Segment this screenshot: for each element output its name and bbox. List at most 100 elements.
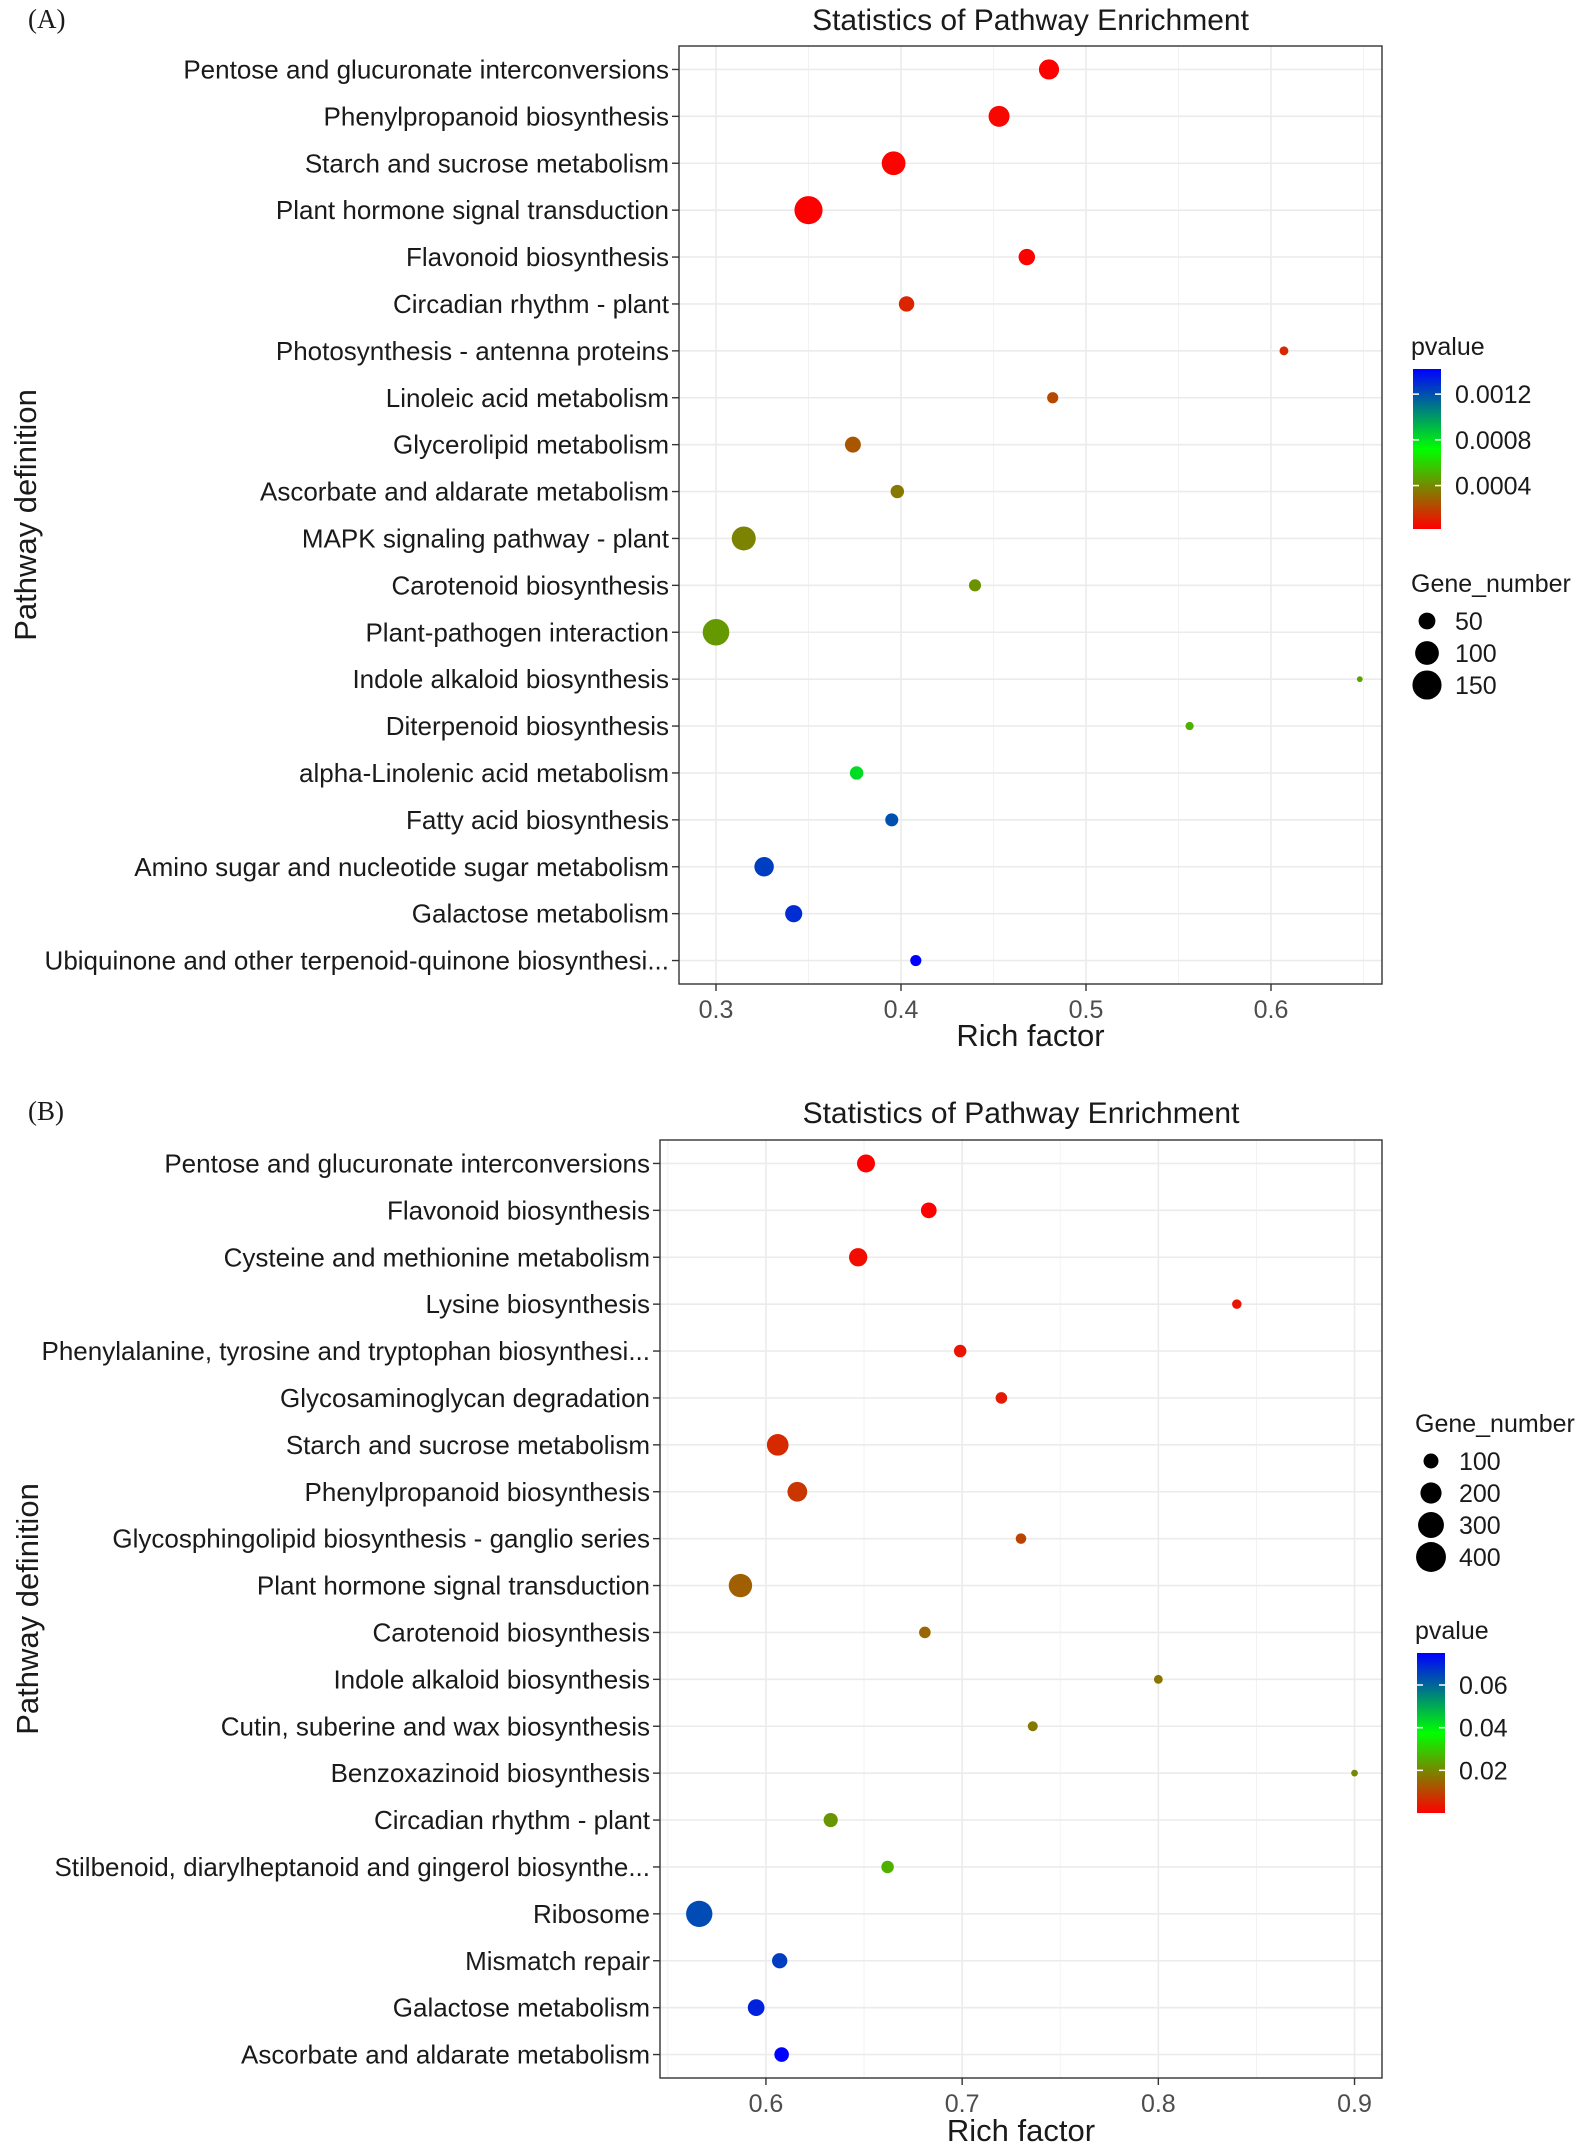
data-point	[1027, 1721, 1038, 1732]
data-point	[890, 484, 905, 499]
chart-panel-a: (A) Statistics of Pathway Enrichment Pento…	[8, 4, 1571, 1053]
y-tick-label: MAPK signaling pathway - plant	[302, 523, 670, 553]
data-point	[785, 905, 803, 923]
gene-number-legend-key	[1415, 641, 1439, 665]
data-point	[1015, 1533, 1027, 1544]
data-point	[823, 1812, 838, 1828]
gene-number-legend-label: 300	[1459, 1512, 1501, 1540]
gene-number-legend-key	[1418, 1512, 1444, 1538]
pvalue-colorbar	[1413, 369, 1441, 529]
data-point	[881, 1860, 894, 1874]
gene-number-legend: Gene_number 100 200 300 400	[1415, 1410, 1575, 1572]
y-tick-label: Photosynthesis - antenna proteins	[276, 336, 669, 366]
data-point	[988, 105, 1010, 127]
data-point	[774, 2047, 789, 2062]
y-tick-label: Indole alkaloid biosynthesis	[352, 664, 669, 694]
gene-number-legend-label: 100	[1459, 1448, 1501, 1476]
gene-number-legend-label: 50	[1455, 608, 1483, 636]
gene-number-legend-title: Gene_number	[1415, 1410, 1575, 1438]
data-point	[766, 1434, 789, 1456]
y-tick-label: Ascorbate and aldarate metabolism	[241, 2040, 650, 2070]
y-tick-label: Starch and sucrose metabolism	[286, 1430, 650, 1460]
y-tick-label: Ascorbate and aldarate metabolism	[260, 477, 669, 507]
y-tick-label: Circadian rhythm - plant	[374, 1805, 651, 1835]
y-tick-label: Phenylpropanoid biosynthesis	[305, 1477, 650, 1507]
y-tick-label: Plant-pathogen interaction	[365, 617, 669, 647]
y-axis-title: Pathway definition	[8, 389, 43, 641]
data-point	[844, 436, 861, 453]
gene-number-legend-key	[1423, 1453, 1439, 1469]
y-tick-label: Galactose metabolism	[393, 1993, 650, 2023]
data-point	[885, 813, 899, 827]
plot-area	[660, 1140, 1382, 2078]
x-tick-label: 0.7	[945, 2090, 980, 2118]
x-axis-title: Rich factor	[947, 2113, 1095, 2148]
pvalue-legend-label: 0.0004	[1455, 473, 1532, 501]
data-point	[898, 296, 915, 312]
y-tick-label: Lysine biosynthesis	[426, 1289, 651, 1319]
data-point	[920, 1202, 937, 1219]
data-point	[1018, 248, 1036, 266]
chart-panel-b: (B) Statistics of Pathway Enrichment Pento…	[10, 1096, 1575, 2148]
y-tick-label: Benzoxazinoid biosynthesis	[331, 1758, 650, 1788]
gene-number-legend: Gene_number 50 100 150	[1411, 570, 1571, 700]
pvalue-legend-label: 0.04	[1459, 1715, 1508, 1743]
data-point	[849, 1248, 868, 1267]
data-point	[686, 1900, 713, 1928]
y-tick-label: Starch and sucrose metabolism	[305, 148, 669, 178]
pvalue-legend-label: 0.02	[1459, 1757, 1508, 1785]
y-tick-label: Plant hormone signal transduction	[276, 195, 669, 225]
x-axis-title: Rich factor	[956, 1018, 1104, 1053]
data-point	[747, 1999, 765, 2017]
pvalue-legend-title: pvalue	[1415, 1617, 1489, 1645]
y-axis-title: Pathway definition	[10, 1483, 45, 1735]
gene-number-legend-label: 150	[1455, 672, 1497, 700]
y-tick-label: Amino sugar and nucleotide sugar metabol…	[134, 852, 669, 882]
y-tick-label: Indole alkaloid biosynthesis	[333, 1664, 650, 1694]
pvalue-legend-label: 0.06	[1459, 1672, 1508, 1700]
data-point	[1232, 1299, 1242, 1309]
chart-title: Statistics of Pathway Enrichment	[812, 4, 1250, 37]
y-tick-label: Cutin, suberine and wax biosynthesis	[221, 1711, 650, 1741]
data-point	[794, 196, 823, 225]
data-point	[702, 618, 730, 646]
gene-number-legend-key	[1418, 612, 1436, 630]
data-point	[1279, 346, 1289, 356]
y-tick-label: Phenylalanine, tyrosine and tryptophan b…	[42, 1336, 651, 1366]
y-tick-label: Diterpenoid biosynthesis	[386, 711, 669, 741]
x-tick-label: 0.4	[884, 996, 919, 1024]
data-point	[787, 1481, 808, 1502]
y-tick-label: Glycosaminoglycan degradation	[280, 1383, 650, 1413]
panel-label: (A)	[28, 4, 65, 34]
y-tick-label: Pentose and glucuronate interconversions	[183, 54, 669, 84]
plot-area	[679, 46, 1382, 984]
data-point	[995, 1392, 1008, 1404]
pvalue-legend: pvalue 0.02 0.04 0.06	[1415, 1617, 1508, 1813]
data-point	[728, 1573, 753, 1598]
y-tick-label: Fatty acid biosynthesis	[406, 805, 669, 835]
chart-title: Statistics of Pathway Enrichment	[803, 1097, 1241, 1130]
data-point	[919, 1626, 931, 1639]
x-tick-label: 0.6	[749, 2090, 784, 2118]
data-point	[1153, 1674, 1163, 1684]
y-tick-label: Plant hormone signal transduction	[257, 1571, 650, 1601]
panel-label: (B)	[28, 1096, 64, 1126]
gene-number-legend-key	[1412, 670, 1442, 700]
y-tick-label: Flavonoid biosynthesis	[406, 242, 669, 272]
y-tick-label: Pentose and glucuronate interconversions	[164, 1148, 650, 1178]
data-point	[968, 579, 982, 592]
y-tick-label: Phenylpropanoid biosynthesis	[324, 101, 669, 131]
y-tick-label: Cysteine and methionine metabolism	[224, 1242, 650, 1272]
y-tick-label: Glycosphingolipid biosynthesis - ganglio…	[112, 1524, 650, 1554]
y-tick-label: Circadian rhythm - plant	[393, 289, 670, 319]
data-point	[910, 954, 922, 967]
pvalue-legend-title: pvalue	[1411, 333, 1485, 361]
y-tick-label: Stilbenoid, diarylheptanoid and gingerol…	[54, 1852, 650, 1882]
x-tick-label: 0.5	[1069, 996, 1104, 1024]
y-tick-label: Linoleic acid metabolism	[386, 383, 669, 413]
y-tick-label: alpha-Linolenic acid metabolism	[299, 758, 669, 788]
x-tick-label: 0.8	[1141, 2090, 1176, 2118]
data-point	[772, 1953, 788, 1969]
y-tick-label: Flavonoid biosynthesis	[387, 1195, 650, 1225]
